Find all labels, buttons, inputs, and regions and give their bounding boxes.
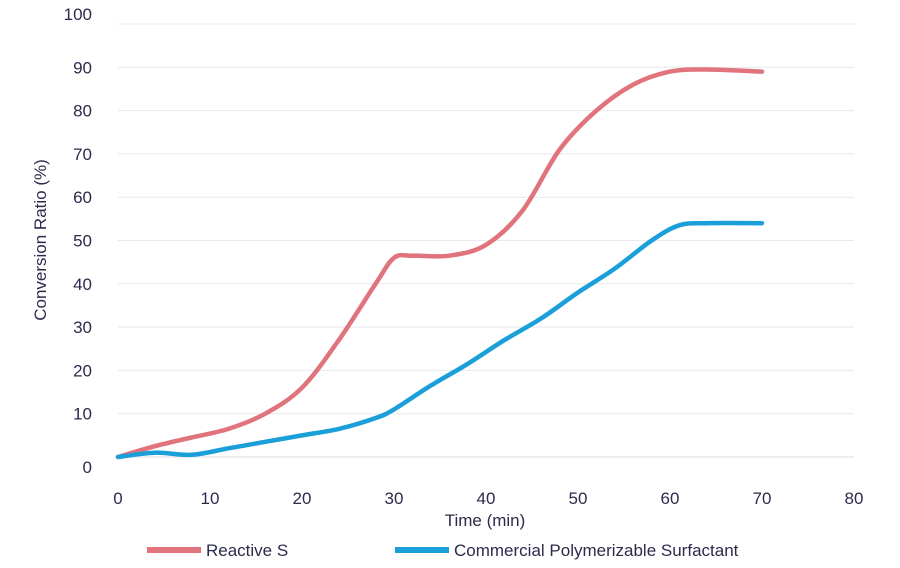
x-tick-label: 20 [293, 489, 312, 508]
x-tick-label: 0 [113, 489, 122, 508]
y-tick-label: 70 [73, 145, 92, 164]
legend-label: Commercial Polymerizable Surfactant [454, 541, 739, 560]
x-tick-label: 70 [753, 489, 772, 508]
y-tick-label: 60 [73, 188, 92, 207]
series-line-commercial-polymerizable-surfactant [115, 220, 765, 460]
series-line-reactive-s [115, 67, 765, 460]
gridlines [118, 23, 854, 458]
x-tick-label: 60 [661, 489, 680, 508]
legend-item-commercial-polymerizable-surfactant: Commercial Polymerizable Surfactant [395, 541, 739, 560]
x-tick-label: 30 [385, 489, 404, 508]
y-tick-label: 50 [73, 232, 92, 251]
y-axis-title: Conversion Ratio (%) [31, 159, 50, 321]
y-tick-label: 90 [73, 58, 92, 77]
x-axis-ticks: 0 10 20 30 40 50 60 70 80 [113, 489, 863, 508]
x-axis-title: Time (min) [445, 511, 526, 530]
series-lines [115, 67, 765, 460]
x-tick-label: 80 [845, 489, 864, 508]
y-tick-label: 0 [83, 458, 92, 477]
y-tick-label: 20 [73, 361, 92, 380]
y-tick-label: 30 [73, 318, 92, 337]
y-tick-label: 40 [73, 275, 92, 294]
legend-label: Reactive S [206, 541, 288, 560]
y-axis-ticks: 0 10 20 30 40 50 60 70 80 90 100 [64, 5, 92, 477]
x-tick-label: 10 [201, 489, 220, 508]
y-tick-label: 10 [73, 405, 92, 424]
y-tick-label: 100 [64, 5, 92, 24]
x-tick-label: 40 [477, 489, 496, 508]
y-tick-label: 80 [73, 102, 92, 121]
legend-item-reactive-s: Reactive S [147, 541, 288, 560]
legend: Reactive S Commercial Polymerizable Surf… [147, 541, 739, 560]
x-tick-label: 50 [569, 489, 588, 508]
